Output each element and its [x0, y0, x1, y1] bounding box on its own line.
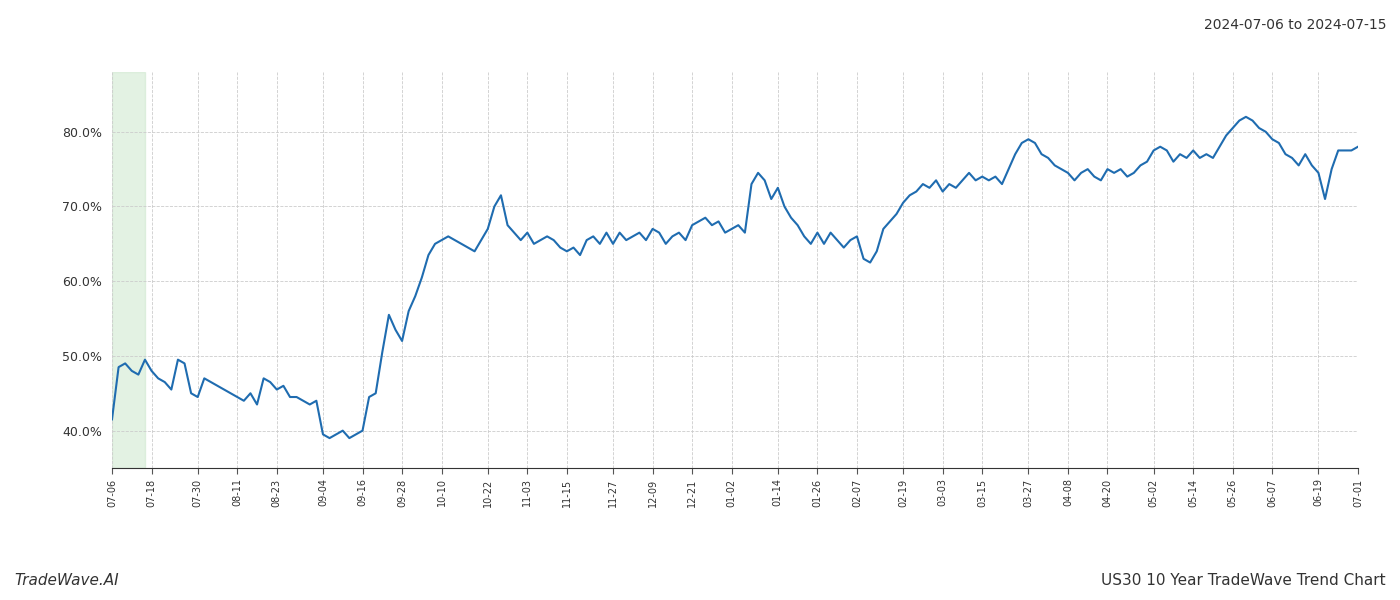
Bar: [112, 72, 146, 468]
Text: US30 10 Year TradeWave Trend Chart: US30 10 Year TradeWave Trend Chart: [1102, 573, 1386, 588]
Text: 2024-07-06 to 2024-07-15: 2024-07-06 to 2024-07-15: [1204, 18, 1386, 32]
Text: TradeWave.AI: TradeWave.AI: [14, 573, 119, 588]
